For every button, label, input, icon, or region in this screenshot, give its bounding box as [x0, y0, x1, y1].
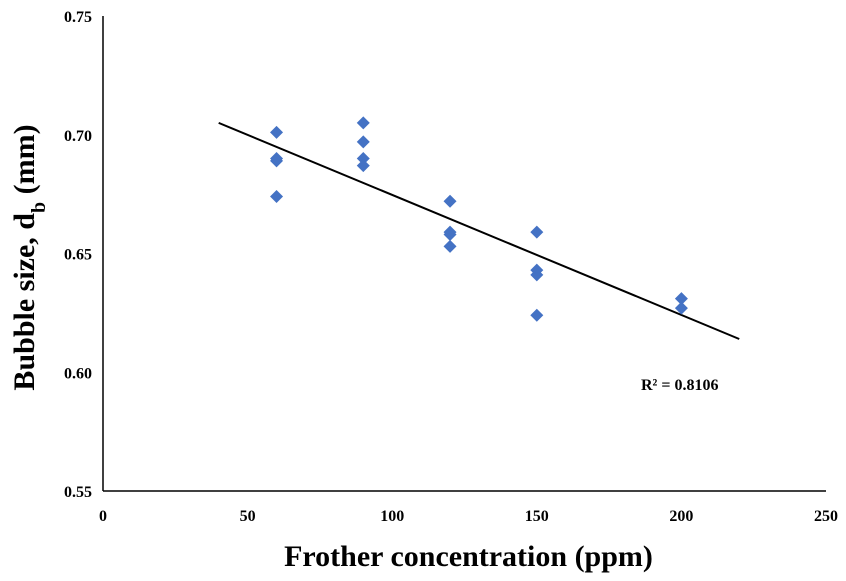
y-tick-label: 0.60: [64, 365, 92, 382]
data-point: [674, 292, 688, 306]
y-tick-label: 0.65: [64, 247, 92, 264]
data-points: [270, 116, 688, 322]
data-point: [443, 194, 457, 208]
data-point: [530, 268, 544, 282]
x-tick-labels: 0 50 100 150 200 250: [99, 508, 838, 525]
data-point: [530, 308, 544, 322]
data-point: [356, 152, 370, 165]
x-tick-label: 0: [99, 508, 107, 525]
axes: [102, 16, 826, 492]
y-axis-title-unit: (mm): [8, 124, 41, 201]
x-tick-label: 100: [380, 508, 404, 525]
y-axis-title-main: Bubble size, d: [8, 213, 41, 391]
data-point: [270, 125, 284, 139]
y-axis-title-subscript: b: [28, 202, 50, 213]
data-point: [356, 159, 370, 173]
y-tick-label: 0.75: [64, 9, 92, 26]
trendline-group: [218, 121, 740, 340]
y-axis-title: Bubble size, db (mm): [8, 124, 50, 390]
y-tick-labels: 0.55 0.60 0.65 0.70 0.75: [64, 9, 92, 501]
x-tick-label: 250: [814, 508, 838, 525]
data-point: [356, 135, 370, 149]
data-point: [674, 301, 688, 315]
data-point: [530, 225, 544, 239]
data-point: [443, 239, 457, 253]
x-tick-label: 150: [525, 508, 549, 525]
data-point: [270, 190, 284, 203]
y-tick-label: 0.55: [64, 484, 92, 501]
x-tick-label: 200: [669, 508, 693, 525]
data-point: [270, 154, 284, 168]
trendline: [218, 121, 740, 340]
x-axis-title: Frother concentration (ppm): [284, 540, 653, 573]
x-tick-label: 50: [240, 508, 256, 525]
r-squared-annotation: R² = 0.8106: [641, 377, 718, 394]
data-point: [443, 228, 457, 241]
data-point: [356, 116, 370, 130]
y-tick-label: 0.70: [64, 128, 92, 145]
